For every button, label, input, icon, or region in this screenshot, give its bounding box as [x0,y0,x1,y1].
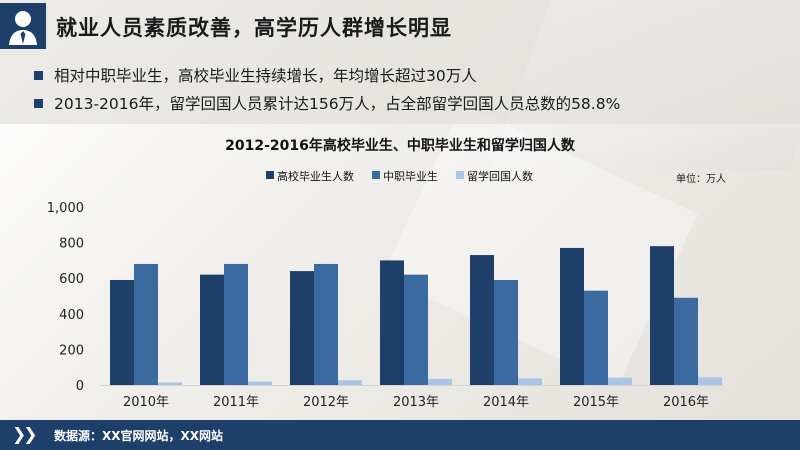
square-bullet-icon [34,99,43,108]
square-bullet-icon [34,71,43,80]
bar-1 [110,279,134,385]
person-icon [0,3,46,49]
x-tick-label: 2012年 [303,395,349,410]
bar-2 [224,263,248,385]
unit-label: 单位：万人 [676,174,726,185]
bar-1 [560,247,584,385]
bar-2 [584,290,608,385]
legend-label: 中职毕业生 [383,170,438,183]
x-tick-label: 2010年 [123,395,169,410]
y-tick-label: 0 [76,379,84,394]
legend-label: 留学回国人数 [467,170,533,183]
chart-title: 2012-2016年高校毕业生、中职毕业生和留学归国人数 [225,138,575,154]
legend-label: 高校毕业生人数 [277,170,354,183]
source-text: 数据源：XX官网网站，XX网站 [54,429,224,443]
y-tick-label: 600 [59,272,84,287]
x-tick-label: 2014年 [483,395,529,410]
y-tick-label: 200 [59,343,84,358]
bar-2 [314,263,338,385]
bar-2 [674,297,698,385]
bullet-text: 相对中职毕业生，高校毕业生持续增长，年均增长超过30万人 [54,67,477,85]
bar-1 [380,260,404,385]
legend-swatch [456,171,464,179]
bar-3 [698,377,722,385]
bar-2 [404,274,428,385]
y-tick-label: 800 [59,237,84,252]
bar-3 [248,381,272,385]
bar-3 [338,380,362,385]
y-tick-label: 400 [59,308,84,323]
bar-1 [650,246,674,385]
x-tick-label: 2013年 [393,395,439,410]
legend-swatch [266,171,274,179]
header-panel [0,0,800,124]
bar-3 [158,382,182,385]
bar-3 [428,378,452,385]
bar-2 [494,279,518,385]
double-chevron-icon: ❯❯ [12,425,37,445]
bar-chart: 0 200 400 600 800 1,000 2010年 2011年 2012年 2013年 20… [47,201,725,410]
bar-1 [200,274,224,385]
y-tick-label: 1,000 [47,201,84,216]
bar-3 [608,377,632,385]
bullet-text: 2013-2016年，留学回国人员累计达156万人，占全部留学回国人员总数的58… [54,95,621,113]
footer-bar: ❯❯ 数据源：XX官网网站，XX网站 [0,420,800,450]
page-title: 就业人员素质改善，高学历人群增长明显 [56,16,452,40]
x-tick-label: 2011年 [213,395,259,410]
bar-1 [470,255,494,385]
x-tick-label: 2015年 [573,395,619,410]
bar-2 [134,263,158,385]
x-tick-label: 2016年 [663,395,709,410]
bar-3 [518,378,542,385]
bar-1 [290,271,314,385]
legend-swatch [372,171,380,179]
